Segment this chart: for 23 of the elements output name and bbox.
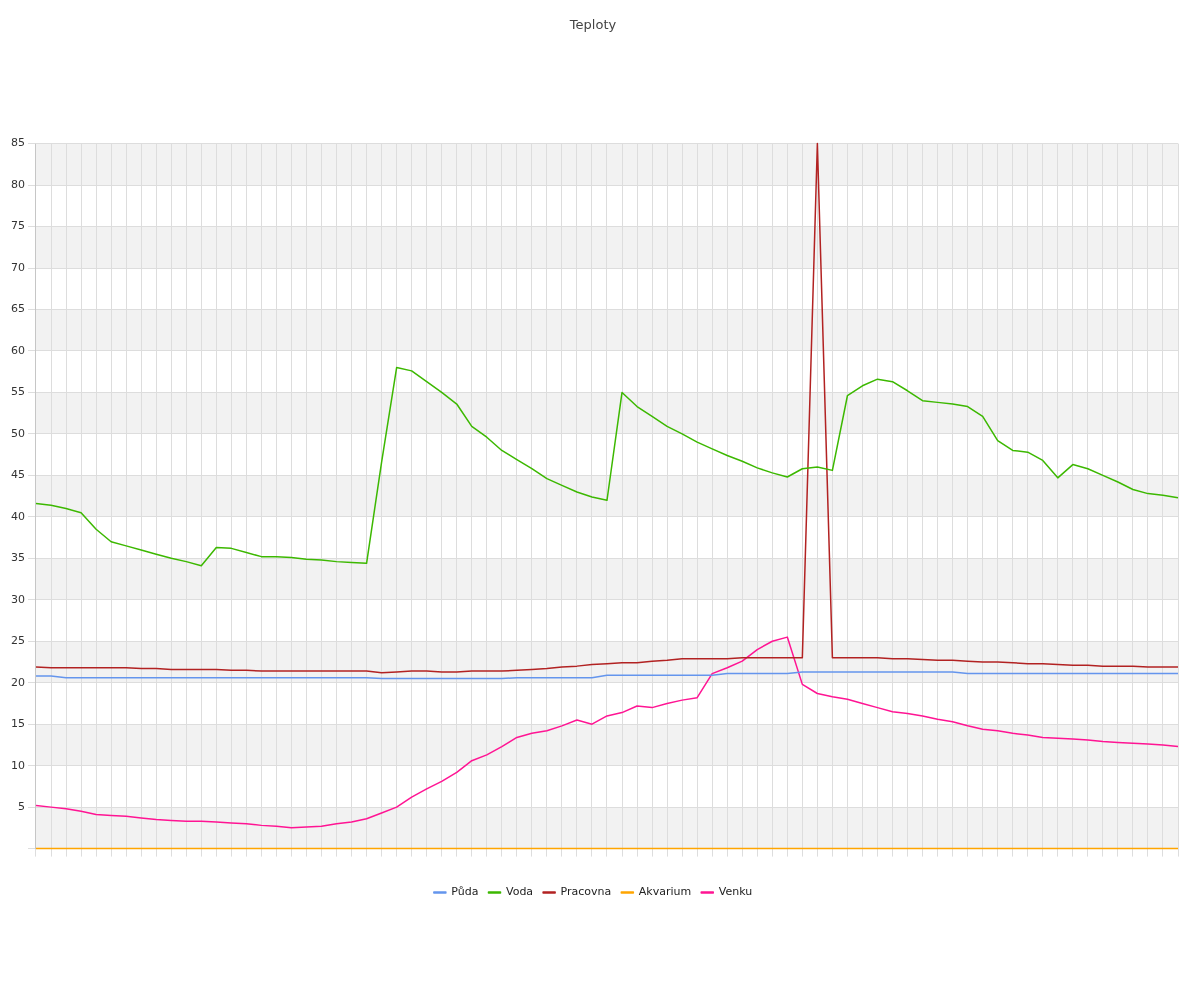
y-tick-label: 80 [11, 177, 25, 191]
legend-label: Půda [451, 885, 479, 899]
y-tick-label: 40 [11, 509, 25, 523]
y-tick-label: 60 [11, 343, 25, 357]
y-tick-label: 30 [11, 592, 25, 606]
y-tick-label: 55 [11, 385, 25, 399]
y-tick-label: 25 [11, 634, 25, 648]
y-tick-label: 15 [11, 717, 25, 731]
y-tick-label: 50 [11, 426, 25, 440]
legend-label: Akvarium [638, 885, 692, 899]
y-tick-label: 85 [11, 136, 25, 150]
y-tick-label: 75 [11, 219, 25, 233]
legend-label: Venku [718, 885, 753, 899]
chart-title: Teploty [568, 17, 617, 33]
legend-label: Voda [505, 885, 534, 899]
y-tick-label: 35 [11, 551, 25, 565]
legend-label: Pracovna [560, 885, 612, 899]
y-tick-label: 70 [11, 260, 25, 274]
y-tick-label: 20 [11, 675, 25, 689]
y-tick-label: 10 [11, 758, 25, 772]
y-tick-label: 45 [11, 468, 25, 482]
y-tick-label: 5 [18, 799, 25, 813]
y-tick-label: 65 [11, 302, 25, 316]
